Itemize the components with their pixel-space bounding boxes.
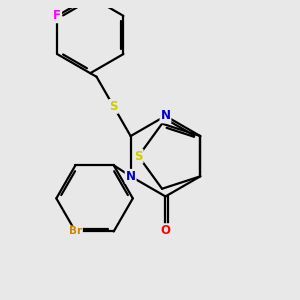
Text: S: S xyxy=(109,100,118,113)
Text: S: S xyxy=(134,150,143,163)
Text: F: F xyxy=(53,9,61,22)
Text: Br: Br xyxy=(69,226,82,236)
Text: N: N xyxy=(160,110,170,122)
Text: N: N xyxy=(126,170,136,183)
Text: O: O xyxy=(160,224,170,237)
